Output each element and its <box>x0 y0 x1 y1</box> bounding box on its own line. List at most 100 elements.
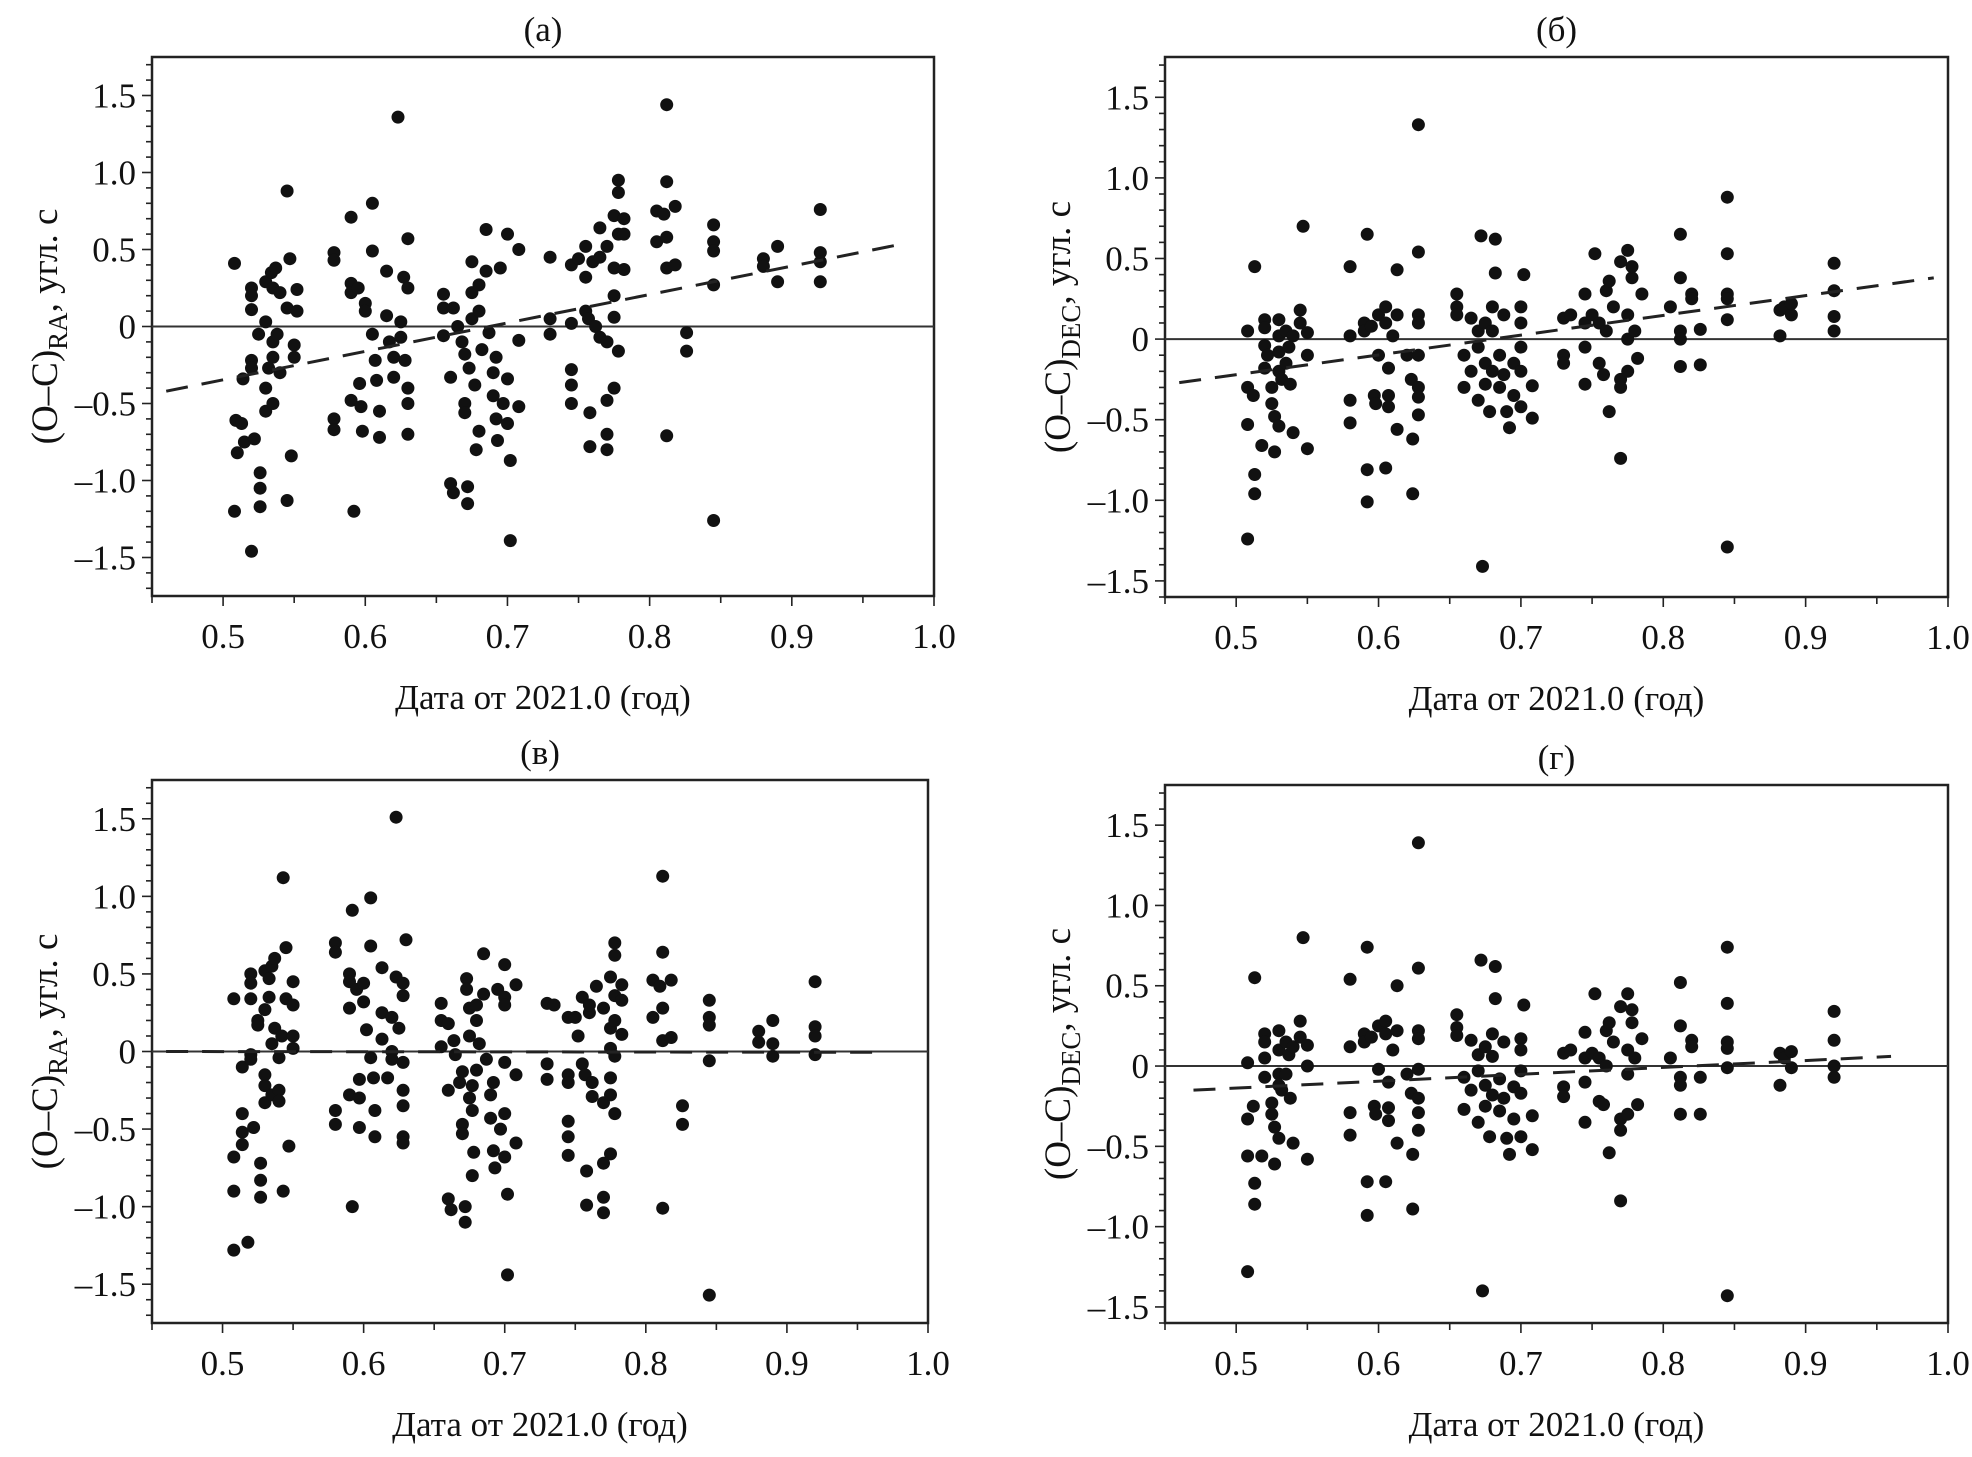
data-point <box>1621 987 1635 1001</box>
data-point <box>247 432 261 446</box>
data-point <box>470 998 483 1012</box>
data-point <box>1827 1059 1841 1073</box>
trend-line <box>1193 1054 1892 1092</box>
data-point <box>1406 1202 1420 1216</box>
data-point <box>493 261 507 275</box>
data-point <box>272 1083 286 1097</box>
data-point <box>276 1184 290 1198</box>
data-point <box>458 1200 472 1214</box>
data-point <box>1343 1106 1357 1120</box>
data-point <box>365 244 379 258</box>
data-point <box>1248 1197 1262 1211</box>
data-point <box>1478 377 1492 391</box>
x-axis-title: Дата от 2021.0 (год) <box>395 678 691 717</box>
data-point <box>611 173 625 187</box>
data-point <box>463 1091 476 1105</box>
data-point <box>447 1034 461 1048</box>
data-point <box>1406 1147 1420 1161</box>
x-tick-label: 1.0 <box>1926 618 1970 657</box>
data-point <box>1293 1014 1307 1028</box>
y-axis-title: (O–C)DEC, угл. с <box>1038 928 1086 1180</box>
data-point <box>1514 1043 1528 1057</box>
data-point <box>1497 1091 1511 1105</box>
data-point <box>482 326 496 340</box>
panel-1: (а) 1.5 1.0 0.5 0 –0.5 –1.0 –1.5 0.5 0.6 0.7 0.8 0.9… <box>25 10 956 717</box>
data-point <box>1296 931 1310 945</box>
data-point <box>1286 329 1300 343</box>
data-point <box>1241 1112 1255 1126</box>
data-point <box>1588 987 1602 1001</box>
data-point <box>1411 408 1425 422</box>
data-point <box>275 1029 289 1043</box>
data-point <box>467 1145 481 1159</box>
data-point <box>1485 1027 1499 1041</box>
data-point <box>1693 358 1707 372</box>
data-point <box>472 278 486 292</box>
data-point <box>1300 1059 1314 1073</box>
data-point <box>1382 361 1395 375</box>
data-point <box>580 1164 594 1178</box>
x-tick-label: 0.9 <box>770 617 814 656</box>
data-point <box>543 312 557 326</box>
y-axis-title: (O–C)RA, угл. с <box>25 934 73 1170</box>
data-point <box>1379 316 1393 330</box>
data-point <box>1379 461 1393 475</box>
data-points <box>1241 836 1841 1303</box>
data-point <box>501 1187 514 1201</box>
data-point <box>228 256 241 270</box>
x-tick-label: 1.0 <box>912 617 956 656</box>
y-axis-title-main: (O–C) <box>1038 1086 1079 1181</box>
data-point <box>458 1215 472 1229</box>
panel-4: (г) 1.5 1.0 0.5 0 –0.5 –1.0 –1.5 0.5 0.6 0.7 0.8 0.9… <box>1038 738 1970 1444</box>
data-point <box>1614 255 1628 269</box>
data-point <box>486 1076 500 1089</box>
data-point <box>512 400 526 414</box>
data-point <box>509 978 523 992</box>
data-point <box>657 207 671 221</box>
data-point <box>1390 422 1404 436</box>
data-point <box>235 1107 249 1121</box>
data-point <box>1369 397 1383 411</box>
x-tick-label: 0.5 <box>201 1344 245 1383</box>
data-point <box>1488 992 1502 1006</box>
data-point <box>286 998 300 1012</box>
x-tick-label: 0.5 <box>201 617 245 656</box>
data-point <box>352 1121 366 1134</box>
data-point <box>227 1184 241 1198</box>
data-point <box>244 1052 258 1066</box>
data-point <box>1597 1098 1610 1112</box>
data-point <box>561 1130 575 1144</box>
data-point <box>396 1136 410 1150</box>
data-point <box>1372 1062 1385 1076</box>
data-point <box>1625 1016 1639 1030</box>
y-tick-label: –0.5 <box>74 385 136 424</box>
data-point <box>1503 1147 1516 1161</box>
x-axis-title: Дата от 2021.0 (год) <box>1409 1405 1705 1444</box>
data-point <box>489 350 503 364</box>
data-point <box>357 976 371 990</box>
x-tick-label: 0.8 <box>1641 618 1685 657</box>
data-point <box>1400 1067 1414 1081</box>
data-point <box>1457 348 1471 362</box>
data-point <box>571 1029 585 1043</box>
data-point <box>486 1144 500 1158</box>
data-point <box>1369 1107 1383 1121</box>
data-point <box>1471 393 1485 407</box>
data-point <box>615 993 629 1007</box>
data-point <box>1283 1091 1297 1105</box>
data-point <box>1464 364 1478 378</box>
data-point <box>1474 229 1488 243</box>
data-point <box>347 504 361 518</box>
data-point <box>656 1201 670 1215</box>
data-point <box>355 424 369 438</box>
data-point <box>600 239 614 253</box>
data-point <box>1343 1128 1357 1142</box>
data-point <box>381 1071 395 1085</box>
data-point <box>1578 340 1592 354</box>
data-point <box>441 1192 455 1206</box>
data-point <box>604 1147 617 1161</box>
data-point <box>494 1122 507 1136</box>
data-point <box>1411 1106 1425 1120</box>
data-point <box>1450 1008 1464 1022</box>
x-tick-label: 0.7 <box>1499 1344 1543 1383</box>
